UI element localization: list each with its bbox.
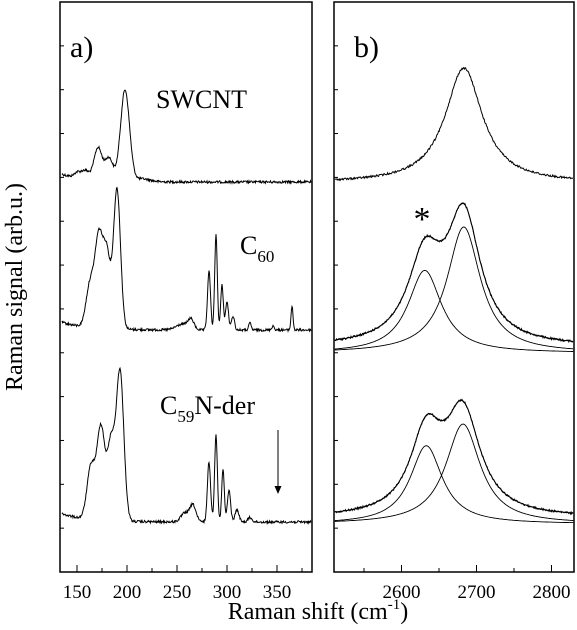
raman-2d-trace <box>334 66 574 182</box>
panel-a-traces <box>61 89 312 526</box>
series-label-c60: C60 <box>240 231 274 266</box>
panel-a: 150 200 250 300 350 a) SWCNT C60 C59N-der <box>59 1 313 603</box>
raman-2d-trace <box>334 202 574 344</box>
y-axis-title: Raman signal (arb.u.) <box>2 183 28 391</box>
x-tick-label: 2800 <box>533 582 571 603</box>
fit-component-curve <box>334 226 574 351</box>
raman-trace-swcnt <box>61 89 312 185</box>
fit-total-curve <box>334 202 574 342</box>
panel-b: 2600 2700 2800 b) * <box>333 1 575 603</box>
series-label-swcnt-main: SWCNT <box>156 85 247 114</box>
x-tick-label: 2600 <box>383 582 421 603</box>
fit-total-curve <box>334 399 574 514</box>
x-tick-label: 250 <box>163 582 192 603</box>
x-tick-label: 200 <box>113 582 142 603</box>
panel-a-frame <box>59 1 313 573</box>
panel-a-label: a) <box>70 31 93 64</box>
x-axis-title-main: Raman shift (cm <box>228 599 388 625</box>
fit-component-curve <box>334 445 574 524</box>
series-label-c60-sub: 60 <box>257 247 274 266</box>
series-label-c59n-der-rest: N-der <box>194 391 255 420</box>
fit-component-curve <box>334 269 574 352</box>
asterisk-annotation: * <box>414 201 431 238</box>
x-tick-label: 2700 <box>458 582 496 603</box>
x-tick-label: 150 <box>63 582 92 603</box>
x-axis-title-close: ) <box>400 599 408 625</box>
panel-b-frame <box>333 1 575 573</box>
fit-component-curve <box>334 423 574 522</box>
x-tick-label: 300 <box>213 582 242 603</box>
series-label-c59n-der-sub: 59 <box>177 407 194 426</box>
series-label-c60-main: C <box>240 231 257 260</box>
panel-b-label: b) <box>354 31 379 64</box>
panel-b-x-ticks: 2600 2700 2800 <box>334 45 571 603</box>
panel-a-x-ticks: 150 200 250 300 350 <box>60 45 303 603</box>
x-axis-title: Raman shift (cm-1) <box>228 597 408 625</box>
panel-b-traces <box>334 66 574 524</box>
x-axis-title-sup: -1 <box>388 597 401 613</box>
series-label-c59n-der: C59N-der <box>160 391 255 426</box>
series-label-swcnt: SWCNT <box>156 85 247 114</box>
arrow-marker <box>274 430 282 494</box>
x-tick-label: 350 <box>263 582 292 603</box>
raman-trace-c59n-der <box>61 366 312 526</box>
raman-trace-c60 <box>61 186 312 334</box>
series-label-c59n-der-main: C <box>160 391 177 420</box>
raman-2d-trace <box>334 398 574 516</box>
